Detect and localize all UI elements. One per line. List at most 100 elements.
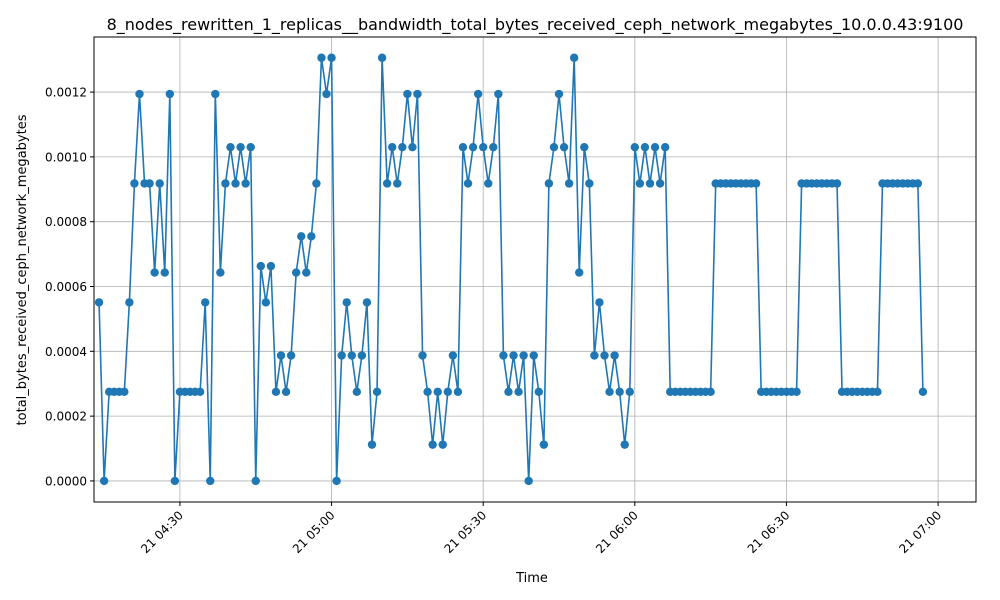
data-point: [650, 142, 660, 152]
data-point: [206, 476, 215, 486]
x-tick-label: 21 05:30: [441, 508, 489, 556]
data-point: [832, 179, 842, 188]
data-point: [377, 53, 387, 62]
data-point: [590, 351, 599, 360]
data-point: [130, 179, 139, 188]
data-point: [362, 298, 372, 307]
data-point: [569, 53, 579, 62]
data-point: [388, 142, 397, 152]
data-point: [261, 298, 271, 307]
data-point: [539, 440, 549, 449]
data-point: [413, 89, 422, 99]
data-point: [918, 387, 928, 397]
data-point: [529, 351, 538, 360]
data-point: [660, 142, 670, 152]
data-point: [585, 179, 594, 188]
data-point: [276, 351, 286, 360]
data-point: [302, 268, 311, 277]
y-tick-label: 0.0002: [45, 410, 87, 424]
data-point: [600, 351, 609, 360]
data-point: [322, 89, 331, 99]
data-point: [357, 351, 367, 360]
data-point: [615, 387, 624, 397]
data-point: [367, 440, 377, 449]
data-point: [433, 387, 442, 397]
data-point: [468, 142, 478, 152]
data-point: [266, 261, 276, 271]
data-point: [347, 351, 356, 360]
data-point: [170, 476, 180, 486]
data-point: [211, 89, 220, 99]
data-point: [160, 268, 169, 277]
data-point: [408, 142, 417, 152]
data-point: [403, 89, 412, 99]
series-points: [94, 53, 928, 486]
data-point: [595, 298, 604, 307]
chart-title: 8_nodes_rewritten_1_replicas__bandwidth_…: [107, 15, 964, 35]
plot-area: [94, 37, 976, 502]
data-point: [564, 179, 574, 188]
data-point: [443, 387, 453, 397]
plot-frame: [93, 36, 977, 503]
y-axis: 0.0000 0.0002 0.0004 0.0006 0.0008 0.0010 0.00…: [45, 86, 94, 488]
data-point: [645, 179, 655, 188]
data-point: [332, 476, 341, 486]
data-point: [494, 89, 503, 99]
data-point: [554, 89, 564, 99]
data-point: [382, 179, 392, 188]
data-point: [201, 298, 210, 307]
data-point: [549, 142, 559, 152]
data-point: [489, 142, 498, 152]
data-point: [514, 387, 523, 397]
data-point: [478, 142, 488, 152]
data-point: [281, 387, 291, 397]
data-point: [448, 351, 458, 360]
data-point: [524, 476, 533, 486]
data-point: [423, 387, 432, 397]
data-point: [534, 387, 543, 397]
x-tick-label: 21 06:30: [745, 508, 793, 556]
data-point: [458, 142, 468, 152]
data-point: [226, 142, 235, 152]
x-tick-label: 21 04:30: [138, 508, 186, 556]
data-point: [246, 142, 255, 152]
data-point: [150, 268, 159, 277]
x-axis: 21 04:30 21 05:00 21 05:30 21 06:00 21 06:30…: [138, 502, 944, 556]
grid: [94, 37, 976, 502]
data-point: [630, 142, 640, 152]
data-point: [155, 179, 164, 188]
data-point: [241, 179, 250, 188]
data-point: [195, 387, 205, 397]
data-point: [145, 179, 154, 188]
data-point: [418, 351, 427, 360]
data-point: [125, 298, 134, 307]
data-point: [559, 142, 569, 152]
y-tick-label: 0.0006: [45, 280, 87, 294]
data-point: [120, 387, 129, 397]
data-point: [216, 268, 225, 277]
x-tick-label: 21 05:00: [290, 508, 338, 556]
y-tick-label: 0.0012: [45, 86, 87, 100]
data-point: [236, 142, 245, 152]
data-point: [873, 387, 882, 397]
y-tick-label: 0.0008: [45, 215, 87, 229]
data-point: [342, 298, 351, 307]
x-tick-label: 21 06:00: [593, 508, 641, 556]
data-point: [792, 387, 801, 397]
data-point: [99, 476, 109, 486]
data-point: [307, 232, 316, 241]
data-point: [398, 142, 407, 152]
data-point: [509, 351, 518, 360]
data-point: [706, 387, 715, 397]
data-point: [297, 232, 306, 241]
x-axis-label: Time: [515, 571, 548, 586]
data-point: [372, 387, 382, 397]
y-tick-label: 0.0010: [45, 150, 87, 164]
data-point: [337, 351, 346, 360]
data-point: [393, 179, 402, 188]
data-point: [635, 179, 645, 188]
data-point: [438, 440, 447, 449]
data-point: [463, 179, 473, 188]
data-point: [580, 142, 589, 152]
